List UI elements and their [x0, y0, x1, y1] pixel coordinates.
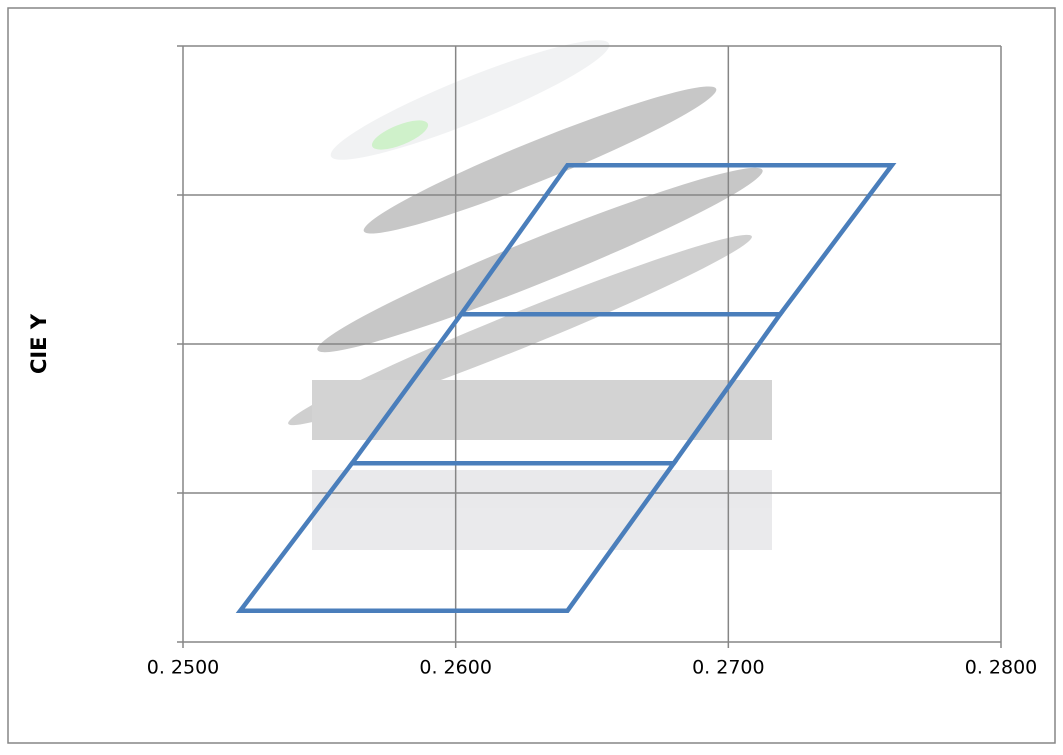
x-tick-label: 0. 2700: [692, 657, 765, 679]
blob: [371, 120, 429, 150]
x-tick-label: 0. 2800: [965, 657, 1038, 679]
x-tick-label: 0. 2600: [419, 657, 492, 679]
y-axis-title: CIE Y: [27, 313, 51, 374]
blob: [288, 234, 752, 426]
blob: [312, 380, 772, 440]
blob: [363, 86, 717, 234]
blob: [312, 470, 772, 550]
blob: [317, 167, 763, 353]
bin-polygon: [456, 162, 897, 317]
chart-frame: [7, 7, 1056, 744]
x-tick-label: 0. 2500: [147, 657, 220, 679]
